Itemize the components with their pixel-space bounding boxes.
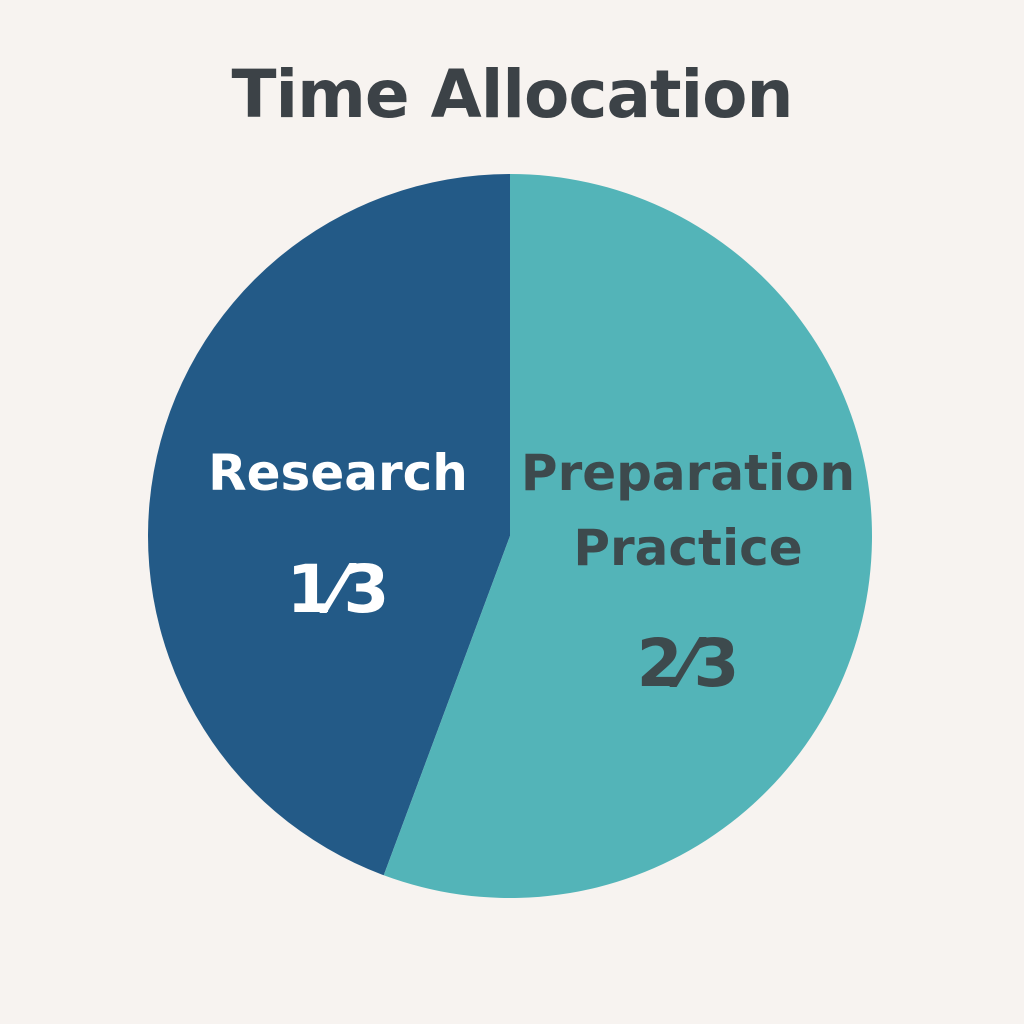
slice-label-1-line-1: Research [208,444,468,502]
slice-value-label-1: 1⁄3 [287,551,390,628]
pie-slice-2 [383,174,873,898]
slice-label-2-line-1: Preparation [521,444,855,502]
pie-slices [148,174,873,898]
pie-slice-1 [148,174,511,876]
pie-labels: Research 1⁄3 Preparation Practice 2⁄3 [208,444,855,702]
slice-label-2-line-2: Practice [573,519,802,577]
slice-value-label-2: 2⁄3 [637,625,740,702]
chart-title: Time Allocation [231,56,794,133]
